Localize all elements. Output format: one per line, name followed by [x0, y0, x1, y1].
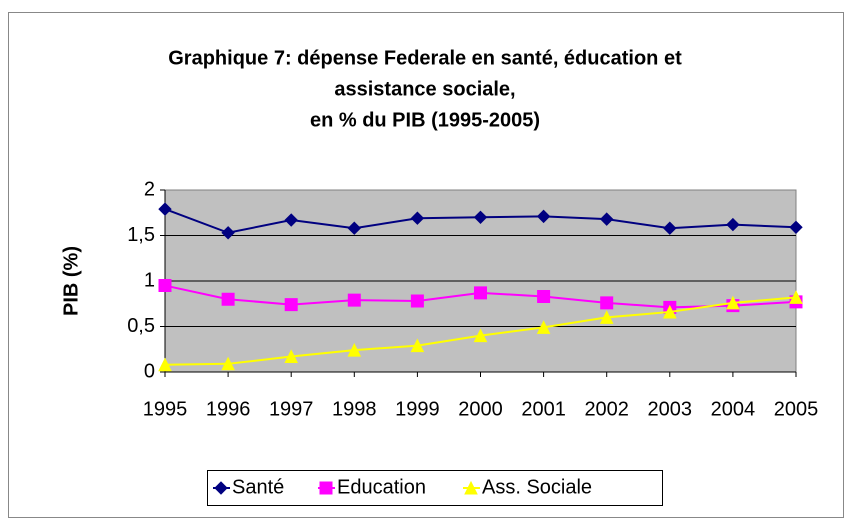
marker — [221, 356, 235, 371]
marker — [789, 290, 803, 304]
legend-marker — [464, 480, 478, 495]
marker — [410, 211, 425, 225]
marker — [474, 286, 487, 300]
marker — [537, 289, 551, 303]
marker — [158, 202, 172, 216]
marker — [789, 220, 803, 235]
y-tick-label: 2 — [144, 178, 155, 200]
legend-marker — [214, 481, 228, 495]
chart-title: en % du PIB (1995-2005) — [310, 109, 540, 131]
marker — [221, 292, 235, 306]
marker — [158, 279, 172, 293]
x-tick-label: 1998 — [332, 398, 377, 420]
marker — [410, 338, 425, 353]
marker — [726, 217, 740, 232]
marker — [600, 296, 614, 310]
marker — [663, 221, 677, 235]
x-tick-label: 2005 — [774, 398, 819, 420]
legend-label: Education — [337, 476, 426, 498]
marker — [536, 209, 551, 224]
y-axis-label: PIB (%) — [60, 246, 82, 316]
marker — [410, 294, 424, 308]
legend-label: Ass. Sociale — [482, 476, 592, 498]
x-tick-label: 2001 — [521, 398, 566, 420]
x-tick-label: 1997 — [269, 398, 314, 420]
x-tick-label: 1995 — [143, 398, 188, 420]
legend — [207, 470, 663, 506]
marker — [284, 213, 298, 227]
x-tick-label: 2000 — [458, 398, 503, 420]
marker — [347, 343, 362, 357]
legend-marker — [319, 481, 333, 495]
marker — [599, 212, 614, 226]
y-tick-label: 0 — [144, 360, 155, 382]
marker — [662, 304, 677, 319]
x-tick-label: 1996 — [206, 398, 251, 420]
marker — [221, 226, 235, 240]
marker — [536, 320, 551, 334]
marker — [599, 310, 614, 324]
marker — [158, 357, 172, 372]
x-tick-label: 2002 — [584, 398, 629, 420]
marker — [284, 298, 298, 312]
y-tick-label: 1,5 — [127, 224, 155, 246]
x-tick-label: 2003 — [648, 398, 693, 420]
chart-title: Graphique 7: dépense Federale en santé, … — [168, 47, 682, 69]
x-tick-label: 2004 — [711, 398, 756, 420]
y-tick-label: 0,5 — [127, 315, 155, 337]
y-tick-label: 1 — [144, 269, 155, 291]
legend-label: Santé — [232, 476, 284, 498]
marker — [347, 293, 361, 307]
marker — [726, 295, 740, 310]
marker — [473, 210, 488, 225]
marker — [347, 221, 362, 235]
x-tick-label: 1999 — [395, 398, 440, 420]
marker — [284, 349, 299, 364]
marker — [473, 328, 488, 343]
chart-title: assistance sociale, — [334, 78, 515, 100]
